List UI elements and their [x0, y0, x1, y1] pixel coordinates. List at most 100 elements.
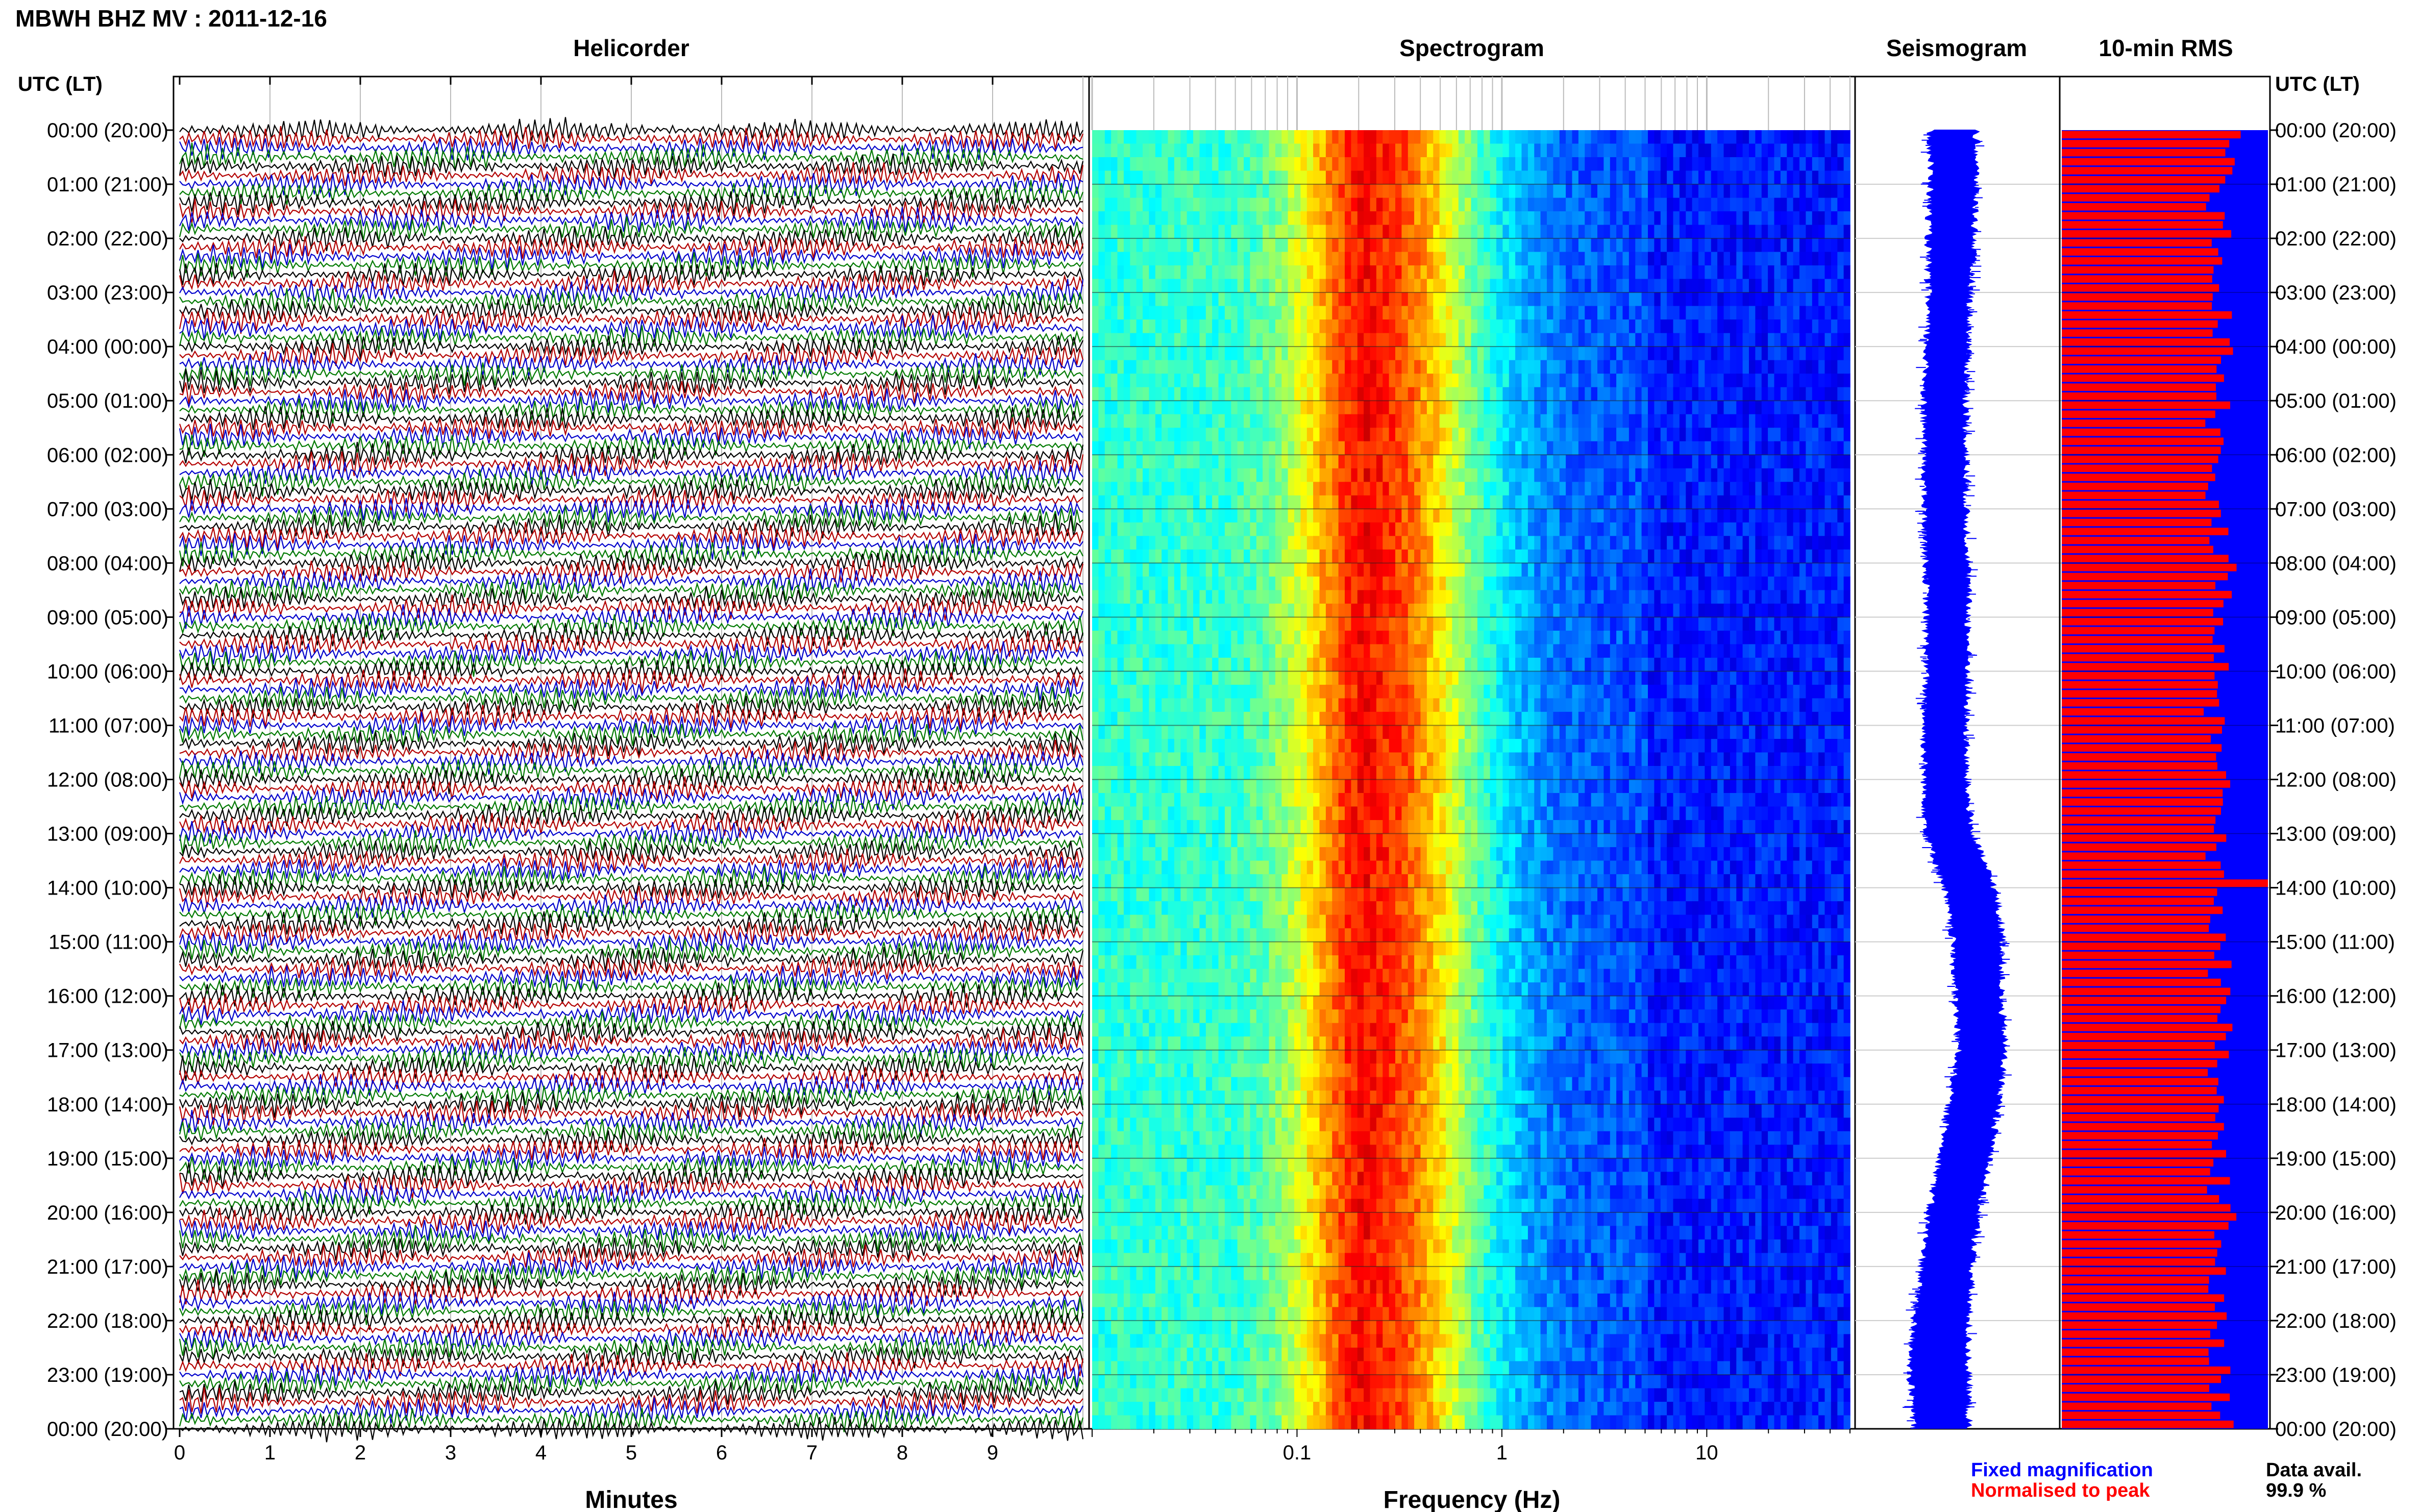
- spectrogram-cell: [1300, 143, 1307, 158]
- spectrogram-cell: [1338, 644, 1345, 658]
- spectrogram-cell: [1426, 143, 1434, 158]
- spectrogram-cell: [1818, 184, 1825, 199]
- spectrogram-cell: [1269, 319, 1276, 334]
- spectrogram-cell: [1616, 252, 1623, 266]
- spectrogram-cell: [1174, 671, 1181, 685]
- spectrogram-cell: [1193, 630, 1200, 645]
- spectrogram-cell: [1325, 292, 1333, 307]
- spectrogram-cell: [1389, 401, 1396, 415]
- spectrogram-cell: [1477, 428, 1485, 442]
- spectrogram-cell: [1572, 333, 1579, 347]
- spectrogram-cell: [1597, 401, 1605, 415]
- spectrogram-cell: [1799, 482, 1807, 496]
- spectrogram-cell: [1345, 428, 1352, 442]
- spectrogram-cell: [1521, 143, 1528, 158]
- spectrogram-cell: [1325, 346, 1333, 361]
- spectrogram-cell: [1395, 563, 1402, 577]
- spectrogram-cell: [1256, 401, 1263, 415]
- spectrogram-cell: [1256, 319, 1263, 334]
- spectrogram-cell: [1654, 468, 1661, 483]
- spectrogram-cell: [1458, 130, 1465, 144]
- spectrogram-cell: [1547, 197, 1554, 212]
- spectrogram-cell: [1162, 644, 1169, 658]
- spectrogram-cell: [1300, 617, 1307, 631]
- spectrogram-cell: [1294, 170, 1301, 185]
- spectrogram-cell: [1313, 576, 1320, 591]
- spectrogram-cell: [1351, 225, 1358, 239]
- spectrogram-cell: [1705, 495, 1712, 510]
- spectrogram-cell: [1162, 143, 1169, 158]
- spectrogram-cell: [1534, 414, 1541, 428]
- spectrogram-cell: [1818, 265, 1825, 280]
- spectrogram-cell: [1799, 509, 1807, 523]
- spectrogram-cell: [1168, 603, 1175, 618]
- spectrogram-cell: [1673, 360, 1680, 374]
- helicorder-trace: [179, 1155, 1083, 1181]
- spectrogram-cell: [1793, 197, 1800, 212]
- spectrogram-cell: [1723, 333, 1731, 347]
- spectrogram-cell: [1698, 414, 1706, 428]
- spectrogram-cell: [1408, 346, 1415, 361]
- spectrogram-cell: [1761, 630, 1768, 645]
- spectrogram-cell: [1143, 549, 1150, 564]
- spectrogram-cell: [1824, 455, 1832, 469]
- spectrogram-cell: [1168, 576, 1175, 591]
- spectrogram-cell: [1521, 292, 1528, 307]
- spectrogram-cell: [1256, 197, 1263, 212]
- spectrogram-cell: [1585, 549, 1592, 564]
- spectrogram-cell: [1244, 306, 1251, 320]
- spectrogram-cell: [1654, 522, 1661, 537]
- spectrogram-cell: [1452, 333, 1459, 347]
- spectrogram-cell: [1168, 143, 1175, 158]
- spectrogram-cell: [1439, 590, 1446, 604]
- spectrogram-cell: [1641, 333, 1648, 347]
- spectrogram-cell: [1730, 482, 1737, 496]
- spectrogram-cell: [1256, 630, 1263, 645]
- spectrogram-cell: [1831, 211, 1838, 226]
- spectrogram-cell: [1130, 279, 1137, 293]
- spectrogram-cell: [1597, 374, 1605, 388]
- spectrogram-cell: [1806, 549, 1813, 564]
- spectrogram-cell: [1812, 130, 1819, 144]
- spectrogram-cell: [1780, 225, 1788, 239]
- spectrogram-cell: [1224, 401, 1232, 415]
- spectrogram-cell: [1597, 482, 1605, 496]
- spectrogram-cell: [1566, 657, 1573, 672]
- spectrogram-cell: [1395, 495, 1402, 510]
- spectrogram-cell: [1622, 197, 1630, 212]
- spectrogram-cell: [1768, 130, 1775, 144]
- spectrogram-cell: [1603, 130, 1611, 144]
- spectrogram-cell: [1168, 279, 1175, 293]
- spectrogram-cell: [1521, 387, 1528, 401]
- spectrogram-cell: [1667, 306, 1674, 320]
- spectrogram-cell: [1521, 468, 1528, 483]
- spectrogram-cell: [1572, 360, 1579, 374]
- spectrogram-cell: [1357, 157, 1364, 171]
- spectrogram-cell: [1408, 590, 1415, 604]
- spectrogram-cell: [1433, 603, 1440, 618]
- spectrogram-cell: [1433, 252, 1440, 266]
- helicorder-trace: [179, 686, 1084, 711]
- spectrogram-cell: [1742, 252, 1749, 266]
- spectrogram-cell: [1806, 657, 1813, 672]
- spectrogram-cell: [1452, 387, 1459, 401]
- spectrogram-cell: [1812, 170, 1819, 185]
- spectrogram-cell: [1376, 590, 1384, 604]
- spectrogram-cell: [1345, 333, 1352, 347]
- spectrogram-cell: [1679, 603, 1687, 618]
- spectrogram-cell: [1679, 401, 1687, 415]
- spectrogram-cell: [1123, 657, 1131, 672]
- spectrogram-cell: [1572, 603, 1579, 618]
- spectrogram-cell: [1250, 252, 1257, 266]
- spectrogram-cell: [1281, 319, 1289, 334]
- spectrogram-cell: [1787, 455, 1794, 469]
- spectrogram-cell: [1755, 143, 1762, 158]
- spectrogram-cell: [1376, 495, 1384, 510]
- spectrogram-cell: [1761, 495, 1768, 510]
- spectrogram-cell: [1667, 346, 1674, 361]
- spectrogram-cell: [1635, 184, 1642, 199]
- spectrogram-cell: [1136, 657, 1143, 672]
- spectrogram-cell: [1269, 576, 1276, 591]
- spectrogram-cell: [1199, 536, 1206, 550]
- spectrogram-cell: [1641, 630, 1648, 645]
